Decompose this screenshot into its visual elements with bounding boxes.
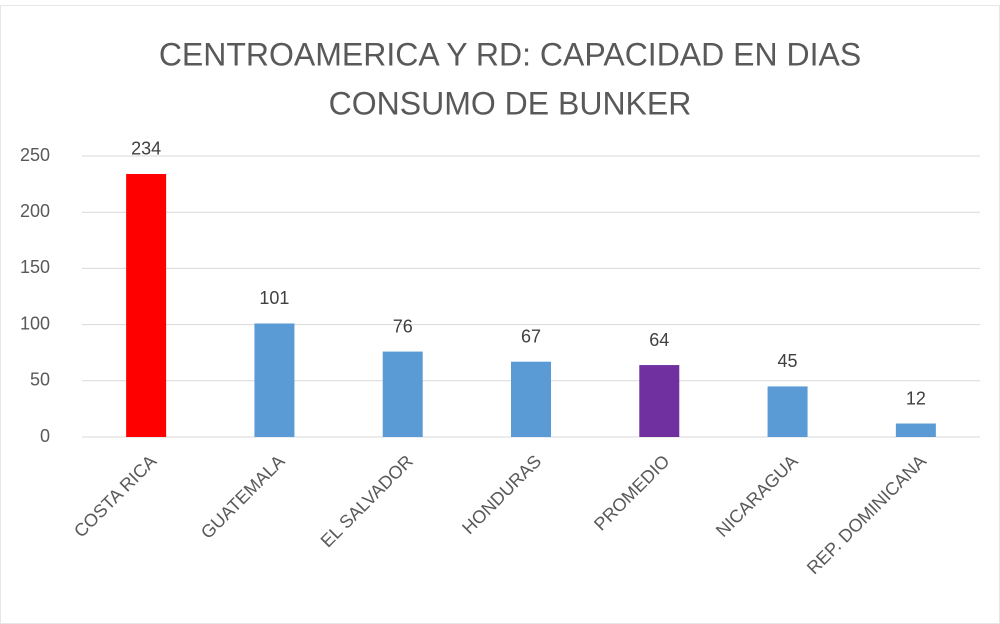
bar	[254, 323, 295, 437]
y-tick-label: 200	[20, 201, 50, 221]
y-tick-label: 250	[20, 145, 50, 165]
data-label: 12	[906, 388, 926, 408]
y-tick-label: 0	[40, 426, 50, 446]
bar	[126, 173, 167, 437]
x-tick-label: EL SALVADOR	[317, 451, 417, 551]
x-tick-label: NICARAGUA	[712, 451, 802, 541]
bar	[895, 423, 936, 437]
bar	[767, 386, 808, 437]
data-label: 101	[259, 288, 289, 308]
bar	[511, 361, 551, 437]
x-tick-label: REP. DOMINICANA	[803, 451, 930, 578]
data-label: 234	[131, 139, 161, 159]
x-tick-label: PROMEDIO	[590, 451, 673, 534]
x-tick-label: HONDURAS	[458, 451, 545, 538]
x-tick-label: GUATEMALA	[197, 451, 289, 543]
bar	[382, 351, 423, 437]
x-tick-label: COSTA RICA	[70, 451, 160, 541]
data-label: 76	[393, 316, 413, 336]
y-tick-label: 100	[20, 313, 50, 333]
data-label: 67	[521, 326, 541, 346]
data-label: 64	[649, 330, 669, 350]
bar	[639, 365, 680, 437]
chart-title: CONSUMO DE BUNKER	[329, 85, 692, 121]
chart-title: CENTROAMERICA Y RD: CAPACIDAD EN DIAS	[159, 36, 861, 72]
y-tick-label: 50	[30, 370, 50, 390]
y-tick-label: 150	[20, 257, 50, 277]
data-label: 45	[778, 351, 798, 371]
